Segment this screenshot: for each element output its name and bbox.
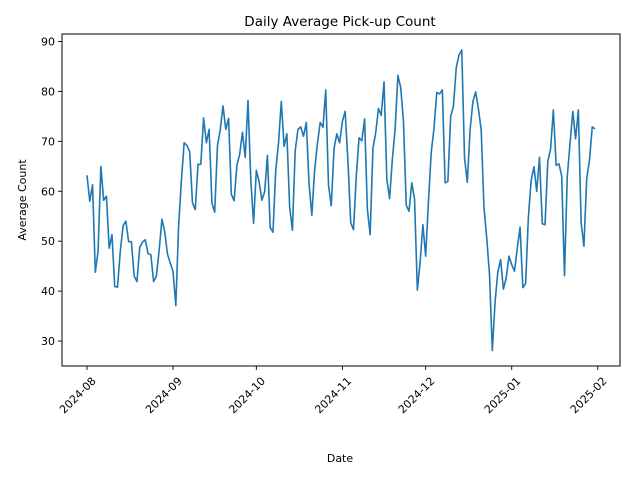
series-layer bbox=[86, 49, 596, 352]
x-tick-label: 2024-08 bbox=[57, 375, 99, 417]
plot-frame bbox=[61, 33, 621, 367]
series-line bbox=[86, 49, 596, 352]
x-axis-label: Date bbox=[327, 452, 354, 465]
y-tick-label: 40 bbox=[41, 285, 55, 298]
y-tick-label: 50 bbox=[41, 235, 55, 248]
x-tick-label: 2024-09 bbox=[143, 375, 185, 417]
x-axis-ticks: 2024-08 2024-09 2024-10 2024-11 2024-12 2025-… bbox=[57, 366, 610, 416]
y-tick-label: 30 bbox=[41, 335, 55, 348]
y-axis-ticks: 30 40 50 60 70 80 90 bbox=[41, 35, 62, 348]
y-tick-label: 60 bbox=[41, 185, 55, 198]
x-tick-label: 2024-10 bbox=[226, 375, 268, 417]
y-axis-label: Average Count bbox=[16, 159, 29, 241]
x-tick-label: 2024-12 bbox=[396, 375, 438, 417]
y-tick-label: 90 bbox=[41, 35, 55, 48]
y-tick-label: 80 bbox=[41, 85, 55, 98]
x-tick-label: 2024-11 bbox=[312, 375, 354, 417]
x-tick-label: 2025-01 bbox=[482, 375, 524, 417]
chart-title: Daily Average Pick-up Count bbox=[244, 14, 435, 30]
x-tick-label: 2025-02 bbox=[568, 375, 610, 417]
y-tick-label: 70 bbox=[41, 135, 55, 148]
